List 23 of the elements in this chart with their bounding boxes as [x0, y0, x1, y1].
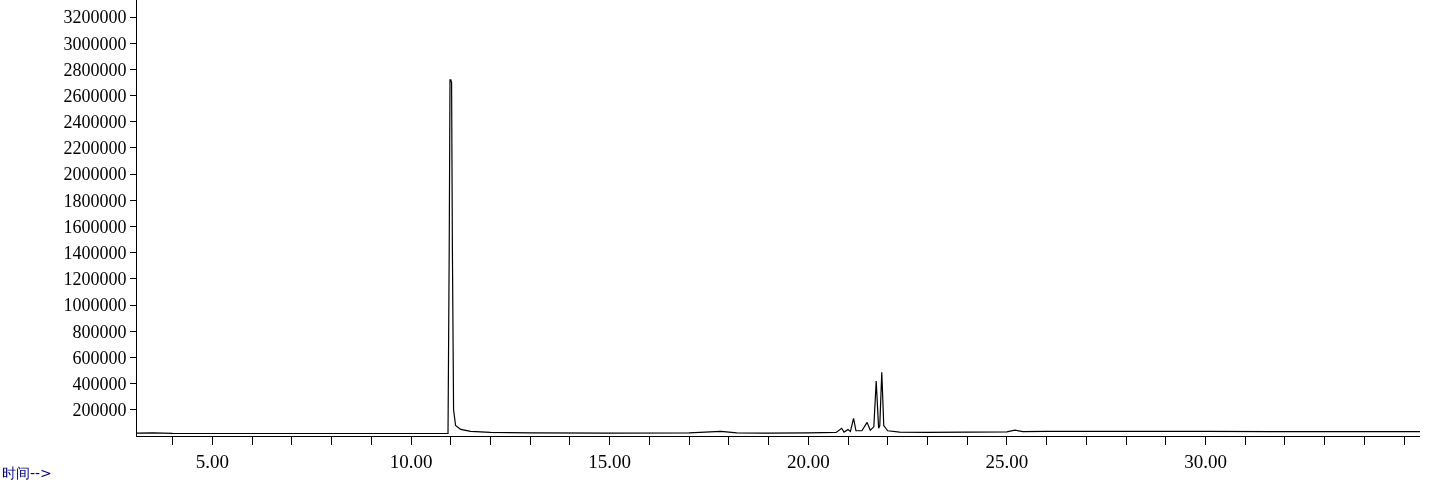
y-tick-label: 1400000	[63, 243, 127, 263]
y-tick-label: 800000	[72, 321, 127, 342]
y-tick-label: 400000	[72, 373, 127, 394]
x-tick-label: 15.00	[588, 450, 632, 472]
y-tick-label: 2400000	[63, 112, 127, 133]
y-tick-label: 1600000	[63, 216, 127, 237]
y-tick-label: 2600000	[63, 85, 127, 106]
x-tick-label: 20.00	[786, 450, 830, 472]
y-tick-label: 1200000	[63, 269, 127, 290]
y-tick-label: 1000000	[63, 295, 127, 316]
y-tick-label: 2000000	[63, 164, 127, 185]
x-tick-label: 5.00	[195, 450, 230, 472]
y-tick-label: 2800000	[63, 59, 127, 80]
x-tick-label: 25.00	[985, 450, 1029, 472]
y-tick-label: 1800000	[63, 190, 127, 211]
x-tick-label: 10.00	[389, 450, 433, 472]
y-tick-label: 600000	[72, 347, 127, 368]
y-tick-label: 3000000	[63, 33, 127, 54]
y-tick-label: 200000	[72, 400, 127, 421]
y-tick-label: 2200000	[63, 138, 127, 159]
x-tick-label: 30.00	[1184, 450, 1227, 472]
x-axis-title: 时间-->	[2, 465, 52, 481]
y-tick-label: 3200000	[63, 7, 127, 28]
